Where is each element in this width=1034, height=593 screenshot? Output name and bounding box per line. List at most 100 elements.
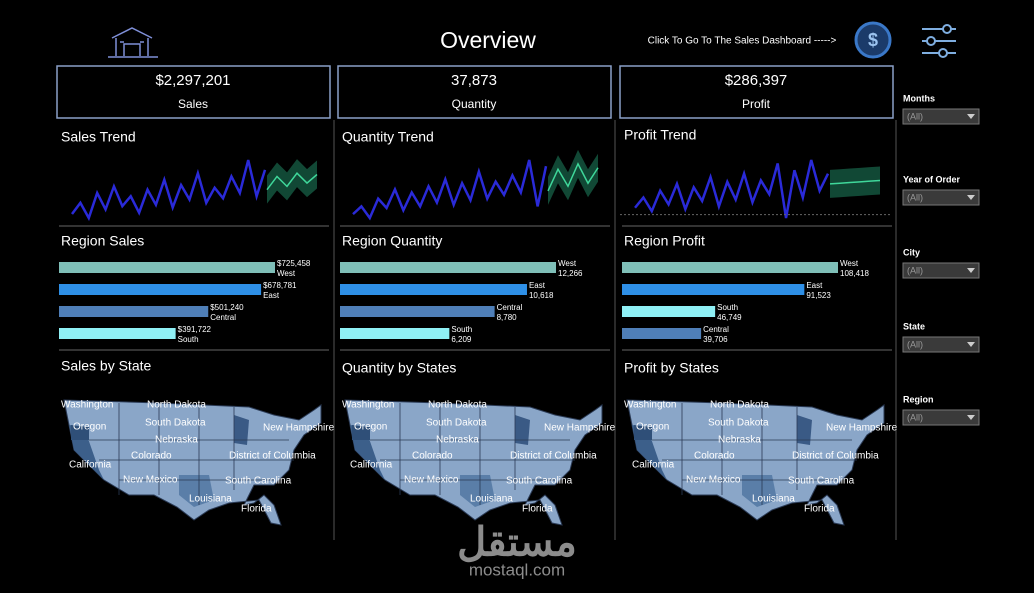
dropdown-box bbox=[902, 336, 980, 353]
region-bar bbox=[59, 262, 275, 273]
state-label: Colorado bbox=[694, 451, 735, 462]
state-label: South Dakota bbox=[708, 418, 769, 429]
state-label: New Hampshire bbox=[263, 423, 335, 434]
dropdown-arrow bbox=[967, 195, 975, 200]
state-label: Oregon bbox=[636, 422, 669, 433]
kpi-value: $2,297,201 bbox=[155, 72, 230, 89]
state-label: South Carolina bbox=[225, 476, 292, 487]
state-label: Nebraska bbox=[155, 435, 198, 446]
trend-title: Sales Trend bbox=[61, 129, 136, 145]
dropdown-arrow bbox=[967, 268, 975, 273]
bar-label: Central bbox=[703, 325, 729, 334]
bar-label: $501,240 bbox=[210, 303, 244, 312]
bar-label: East bbox=[529, 281, 546, 290]
kpi-box bbox=[56, 65, 331, 119]
trend-title: Quantity Trend bbox=[342, 129, 434, 145]
state-label: Colorado bbox=[131, 451, 172, 462]
state-label: District of Columbia bbox=[510, 451, 597, 462]
dropdown-value: (All) bbox=[907, 192, 923, 202]
bar-label: $725,458 bbox=[277, 259, 311, 268]
bar-label: 91,523 bbox=[806, 291, 831, 300]
watermark-latin: mostaql.com bbox=[469, 560, 565, 579]
region-bar bbox=[340, 262, 556, 273]
dropdown-value: (All) bbox=[907, 265, 923, 275]
region-bar bbox=[59, 306, 209, 317]
filter-dropdown[interactable]: (All) bbox=[902, 409, 980, 426]
dropdown-arrow bbox=[967, 114, 975, 119]
filter-dropdown[interactable]: (All) bbox=[902, 262, 980, 279]
kpi-value: 37,873 bbox=[451, 72, 497, 89]
dropdown-box bbox=[902, 262, 980, 279]
trend-line bbox=[70, 159, 267, 222]
state-label: New Mexico bbox=[686, 475, 741, 486]
bar-label: 6,209 bbox=[451, 335, 472, 344]
dropdown-box bbox=[902, 189, 980, 206]
dashboard-link[interactable]: Click To Go To The Sales Dashboard -----… bbox=[648, 36, 837, 47]
bar-label: $678,781 bbox=[263, 281, 297, 290]
map-title: Profit by States bbox=[624, 360, 719, 376]
bar-label: West bbox=[840, 259, 859, 268]
state-label: North Dakota bbox=[428, 400, 487, 411]
state-label: Florida bbox=[804, 504, 835, 515]
state-label: New Mexico bbox=[404, 475, 459, 486]
sales-dashboard-button[interactable]: $ bbox=[854, 21, 892, 59]
state-label: Oregon bbox=[354, 422, 387, 433]
region-bar bbox=[340, 306, 495, 317]
bar-label: East bbox=[806, 281, 823, 290]
kpi-label: Quantity bbox=[452, 97, 497, 111]
bar-label: West bbox=[277, 269, 296, 278]
filter-toggle[interactable] bbox=[922, 24, 956, 58]
state-label: Nebraska bbox=[436, 435, 479, 446]
bar-label: East bbox=[263, 291, 280, 300]
dropdown-box bbox=[902, 409, 980, 426]
state-label: New Hampshire bbox=[826, 423, 898, 434]
bar-label: 8,780 bbox=[497, 313, 518, 322]
trend-title: Profit Trend bbox=[624, 127, 696, 143]
filter-dropdown[interactable]: (All) bbox=[902, 336, 980, 353]
state-label: Colorado bbox=[412, 451, 453, 462]
bar-label: 39,706 bbox=[703, 335, 728, 344]
state-label: California bbox=[350, 460, 393, 471]
forecast-band bbox=[548, 149, 598, 205]
kpi-value: $286,397 bbox=[725, 72, 788, 89]
state-label: Washington bbox=[624, 400, 676, 411]
state-label: Florida bbox=[522, 504, 553, 515]
kpi-label: Profit bbox=[742, 97, 771, 111]
kpi-box bbox=[619, 65, 894, 119]
bar-label: West bbox=[558, 259, 577, 268]
state-shape bbox=[179, 475, 214, 507]
state-shape bbox=[352, 425, 370, 440]
region-bar bbox=[622, 262, 838, 273]
state-shape bbox=[234, 415, 249, 445]
dropdown-arrow bbox=[967, 342, 975, 347]
kpi-box bbox=[337, 65, 612, 119]
state-label: Washington bbox=[61, 400, 113, 411]
bar-label: 108,418 bbox=[840, 269, 869, 278]
trend-line bbox=[634, 159, 830, 219]
bar-label: 46,749 bbox=[717, 313, 742, 322]
filter-dropdown[interactable]: (All) bbox=[902, 108, 980, 125]
state-shape bbox=[634, 425, 652, 440]
bar-label: Central bbox=[497, 303, 523, 312]
logo bbox=[108, 27, 158, 58]
state-label: Louisiana bbox=[470, 494, 513, 505]
region-bar bbox=[340, 328, 450, 339]
svg-text:$: $ bbox=[868, 30, 878, 50]
state-label: New Mexico bbox=[123, 475, 178, 486]
map-title: Quantity by States bbox=[342, 360, 456, 376]
bar-label: South bbox=[178, 335, 199, 344]
state-shape bbox=[797, 415, 812, 445]
bar-label: $391,722 bbox=[178, 325, 212, 334]
trend-line bbox=[352, 159, 548, 221]
state-label: Florida bbox=[241, 504, 272, 515]
watermark: مستقل mostaql.com bbox=[457, 521, 577, 580]
state-label: South Carolina bbox=[506, 476, 573, 487]
filter-dropdown[interactable]: (All) bbox=[902, 189, 980, 206]
dropdown-arrow bbox=[967, 415, 975, 420]
forecast-band bbox=[267, 159, 317, 204]
us-map bbox=[626, 399, 885, 526]
state-label: South Dakota bbox=[145, 418, 206, 429]
region-title: Region Profit bbox=[624, 233, 705, 249]
region-bar bbox=[622, 284, 805, 295]
